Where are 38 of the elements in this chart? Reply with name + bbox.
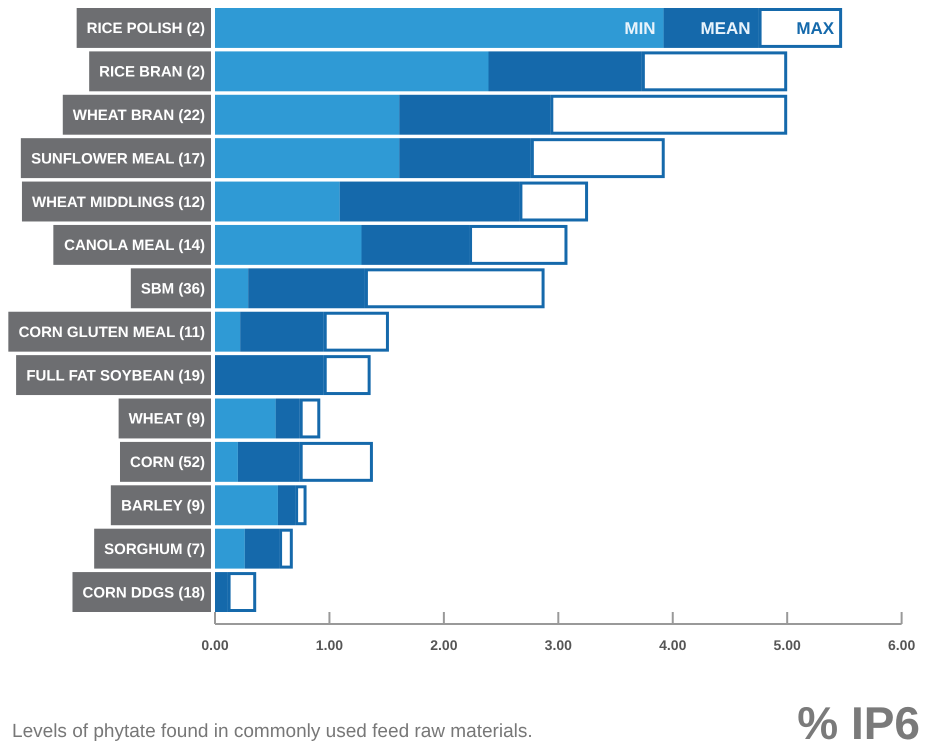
bar [215, 268, 248, 308]
y-tick-label: CORN (52) [130, 454, 205, 472]
y-tick-label: RICE POLISH (2) [86, 20, 205, 38]
bar [215, 485, 278, 526]
text: Levels of phytate found in commonly used feed raw materials. [12, 721, 533, 742]
x-tick-label: 4.00 [659, 637, 687, 653]
bar [215, 182, 340, 222]
y-tick-label: FULL FAT SOYBEAN (19) [26, 367, 206, 384]
y-tick-label: CANOLA MEAL (14) [64, 237, 205, 254]
series-label: MIN [624, 18, 656, 38]
y-tick-label: WHEAT BRAN (22) [72, 106, 206, 124]
series-label: MEAN [700, 18, 751, 38]
bar [215, 312, 240, 352]
y-tick-label: SUNFLOWER MEAL (17) [31, 150, 205, 168]
y-tick-label: WHEAT MIDDLINGS (12) [32, 194, 205, 211]
x-tick-label: 6.00 [888, 637, 916, 653]
y-tick-label: BARLEY (9) [121, 498, 205, 515]
bar [215, 51, 489, 92]
y-tick-label: SORGHUM (7) [104, 540, 205, 558]
y-tick-label: RICE BRAN (2) [99, 64, 205, 81]
x-axis-title: % IP6 [797, 697, 920, 747]
x-tick-label: 2.00 [430, 637, 458, 653]
bar [215, 442, 238, 482]
x-tick-label: 0.00 [201, 637, 229, 653]
x-tick-label: 3.00 [544, 637, 572, 653]
x-tick-label: 5.00 [774, 637, 802, 653]
bar [215, 8, 664, 48]
y-tick-label: CORN DDGS (18) [82, 584, 205, 602]
bar [215, 224, 362, 265]
y-tick-label: SBM (36) [140, 280, 205, 298]
y-tick-label: CORN GLUTEN MEAL (11) [18, 324, 205, 341]
x-tick-label: 1.00 [316, 637, 344, 653]
bar [215, 528, 245, 569]
y-tick-label: WHEAT (9) [128, 410, 205, 428]
bar [215, 398, 276, 438]
series-label: MAX [796, 18, 835, 38]
bar [215, 94, 400, 135]
bar [215, 138, 400, 178]
